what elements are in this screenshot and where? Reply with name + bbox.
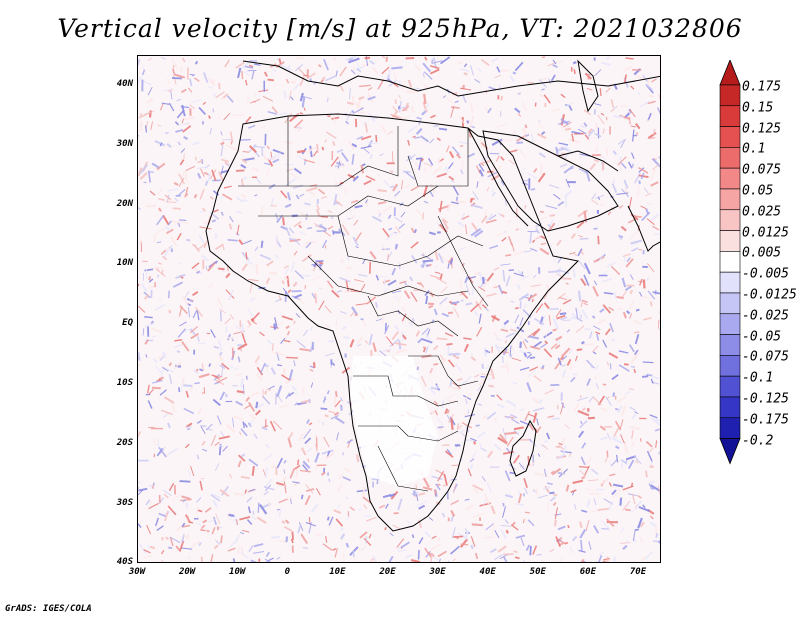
colorbar — [719, 60, 741, 465]
colorbar-cell — [719, 417, 741, 439]
longitude-label: 70E — [629, 567, 647, 577]
colorbar-cell — [719, 126, 741, 148]
low-value-region — [350, 356, 438, 486]
colorbar-label: -0.175 — [742, 412, 789, 428]
longitude-label: 30W — [128, 567, 146, 577]
colorbar-cell — [719, 209, 741, 231]
latitude-label: 40N — [116, 79, 133, 89]
colorbar-top-arrow — [719, 60, 741, 86]
colorbar-cell — [719, 84, 741, 107]
map-panel — [137, 55, 661, 563]
longitude-label: 0 — [284, 567, 291, 577]
red-sea-coast — [467, 127, 529, 227]
grads-credit: GrADS: IGES/COLA — [5, 604, 92, 614]
persian-gulf-coast — [557, 150, 619, 172]
colorbar-label: 0.125 — [742, 121, 782, 137]
latitude-label: 10N — [116, 258, 133, 269]
colorbar-label: -0.075 — [742, 349, 789, 365]
colorbar-label: -0.005 — [742, 266, 789, 282]
colorbar-bottom-arrow — [719, 438, 741, 465]
velocity-field-texture — [138, 56, 660, 562]
arabia-coastline — [482, 130, 619, 232]
longitude-label: 60E — [579, 567, 597, 577]
colorbar-cell — [719, 292, 741, 315]
latitude-label: 10S — [116, 378, 133, 388]
colorbar-cell — [719, 271, 741, 294]
colorbar-label: -0.025 — [742, 308, 789, 324]
latitude-label: EQ — [122, 318, 133, 329]
longitude-label: 50E — [529, 567, 546, 577]
colorbar-cell — [719, 147, 741, 169]
africa-coastline — [205, 113, 580, 532]
country-borders — [238, 116, 489, 492]
colorbar-cell — [719, 167, 741, 190]
caspian-coastline — [577, 59, 599, 113]
colorbar-cell — [719, 375, 741, 398]
colorbar-label: -0.125 — [742, 391, 789, 407]
longitude-label: 20E — [379, 567, 396, 577]
longitude-label: 10W — [229, 567, 246, 577]
colorbar-label: 0.05 — [742, 183, 774, 199]
longitude-label: 30E — [429, 567, 446, 577]
latitude-label: 40S — [116, 557, 133, 568]
colorbar-label: 0.075 — [742, 162, 782, 178]
colorbar-label: 0.1 — [742, 141, 766, 157]
colorbar-label: -0.2 — [742, 433, 774, 449]
colorbar-label: 0.005 — [742, 245, 782, 261]
chart-title: Vertical velocity [m/s] at 925hPa, VT: 2… — [57, 14, 743, 43]
colorbar-label: -0.1 — [742, 370, 774, 386]
europe-coastline — [242, 60, 660, 97]
velocity-field-map — [138, 56, 660, 562]
colorbar-label: -0.0125 — [742, 287, 797, 303]
latitude-label: 20N — [116, 198, 133, 209]
colorbar-cell — [719, 251, 741, 273]
latitude-label: 30N — [116, 138, 133, 149]
latitude-label: 20S — [116, 437, 133, 448]
colorbar-label: 0.0125 — [742, 225, 789, 241]
colorbar-cell — [719, 313, 741, 335]
colorbar-cell — [719, 230, 741, 252]
colorbar-label: 0.025 — [742, 204, 782, 220]
colorbar-cell — [719, 334, 741, 356]
india-coastline — [627, 205, 660, 252]
colorbar-cell — [719, 105, 741, 127]
coastlines — [205, 59, 660, 532]
madagascar-coastline — [509, 419, 537, 477]
colorbar-label: 0.175 — [742, 79, 782, 95]
latitude-label: 30S — [116, 497, 133, 508]
colorbar-cell — [719, 355, 741, 377]
longitude-label: 20W — [178, 567, 196, 577]
longitude-label: 10E — [329, 567, 346, 577]
colorbar-cell — [719, 396, 741, 419]
colorbar-label: -0.05 — [742, 329, 782, 345]
longitude-label: 40E — [479, 567, 496, 577]
colorbar-label: 0.15 — [742, 100, 774, 116]
colorbar-cell — [719, 188, 741, 211]
